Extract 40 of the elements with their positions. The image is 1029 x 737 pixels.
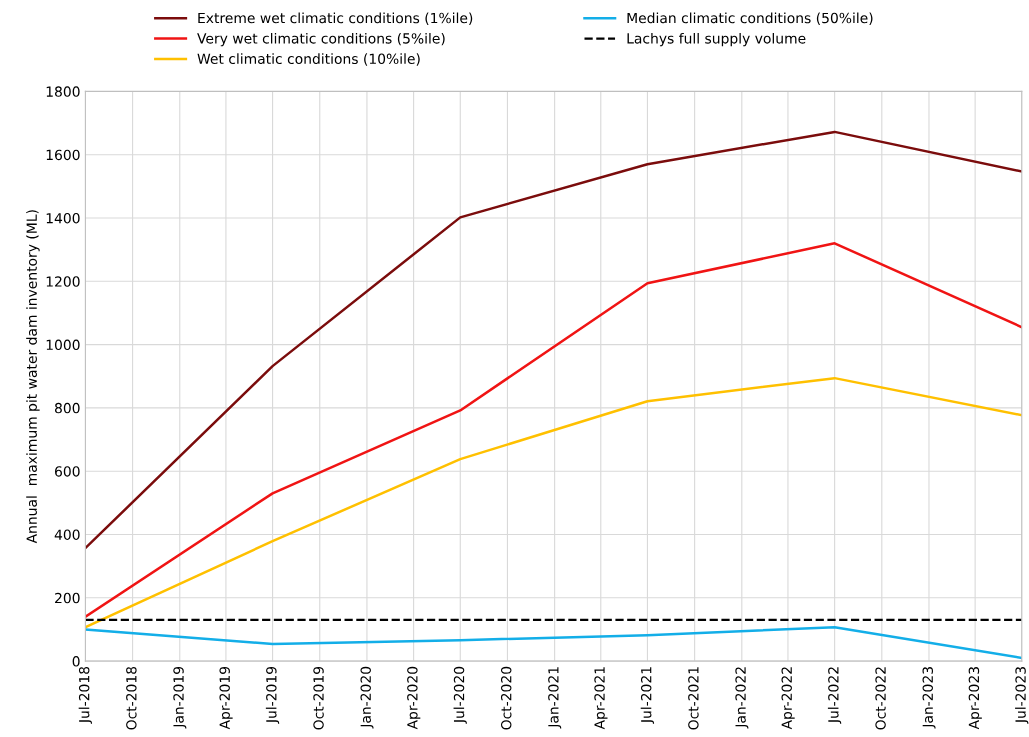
x-tick-label: Jan-2023 <box>922 667 936 729</box>
x-tick-label: Apr-2022 <box>781 667 795 730</box>
x-tick-label: Oct-2019 <box>313 666 324 730</box>
y-tick-label: 1400 <box>46 212 80 224</box>
x-tick-label: Oct-2021 <box>688 667 699 730</box>
x-tick-label: Jan-2019 <box>173 666 187 729</box>
x-tick-label: Oct-2020 <box>500 666 512 730</box>
legend-label: Extreme wet climatic conditions (1%ile) <box>198 12 473 25</box>
x-tick-label: Jul-2019 <box>265 666 280 724</box>
line-series <box>85 130 1022 550</box>
x-tick-label: Oct-2018 <box>126 666 137 730</box>
y-tick-label: 0 <box>72 656 80 667</box>
x-tick-label: Jul-2023 <box>1015 667 1029 724</box>
y-tick-label: 1200 <box>46 276 80 287</box>
y-tick-label: 200 <box>55 592 80 604</box>
legend-label: Wet climatic conditions (10%ile) <box>197 53 420 66</box>
legend-label: Lachys full supply volume <box>627 32 806 47</box>
x-tick-label: Oct-2022 <box>875 667 886 730</box>
x-tick-label: Jul-2018 <box>78 666 93 724</box>
legend-label: Median climatic conditions (50%ile) <box>627 12 873 25</box>
x-tick-label: Jul-2022 <box>827 667 842 724</box>
x-tick-label: Apr-2021 <box>594 667 608 730</box>
x-tick-label: Apr-2019 <box>219 666 233 730</box>
y-tick-label: 800 <box>54 402 80 414</box>
line-series <box>85 376 1022 629</box>
y-tick-label: 1800 <box>46 86 80 97</box>
y-tick-label: 600 <box>55 466 80 477</box>
x-tick-label: Jul-2020 <box>453 666 467 724</box>
y-tick-label: 400 <box>54 529 80 540</box>
x-tick-label: Apr-2023 <box>968 667 982 730</box>
legend-label: Very wet climatic conditions (5%ile) <box>197 32 445 47</box>
x-tick-label: Jul-2021 <box>640 667 655 724</box>
line-series <box>85 242 1022 619</box>
y-tick-label: 1000 <box>46 339 80 351</box>
x-tick-label: Jan-2022 <box>735 667 749 729</box>
y-tick-label: 1600 <box>46 149 80 161</box>
x-tick-label: Jan-2020 <box>360 666 374 729</box>
x-tick-label: Jan-2021 <box>548 667 562 729</box>
y-axis-title: Annual maximum pit water dam inventory (ML) <box>26 210 40 544</box>
x-tick-label: Apr-2020 <box>407 666 421 730</box>
